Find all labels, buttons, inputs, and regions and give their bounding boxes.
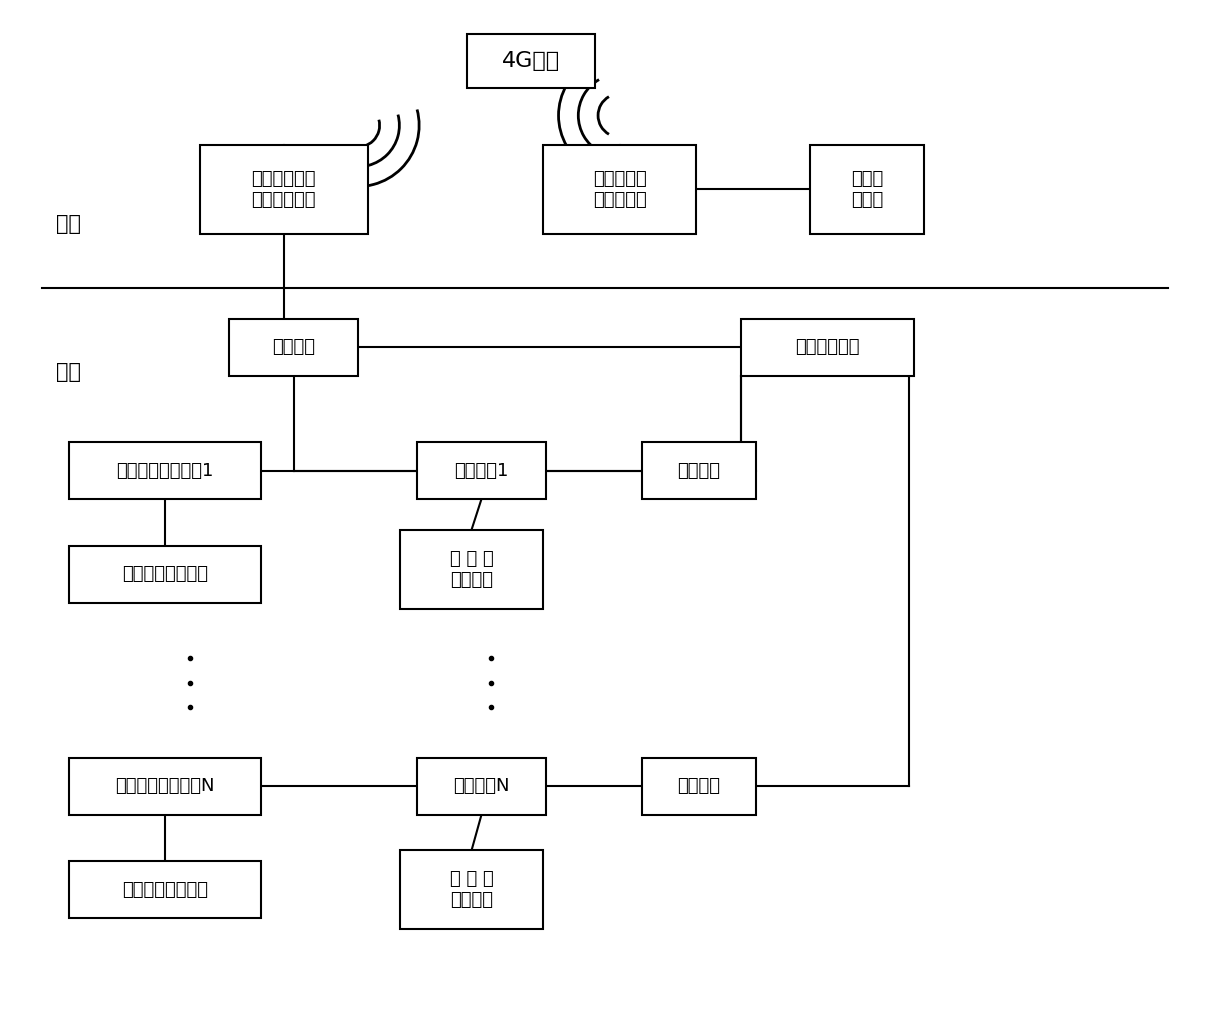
Text: 地面: 地面 bbox=[57, 214, 81, 234]
Text: 智能预
警系统: 智能预 警系统 bbox=[850, 170, 883, 209]
Text: 地下: 地下 bbox=[57, 362, 81, 382]
Text: 隔 爆 兼
本安电源: 隔 爆 兼 本安电源 bbox=[449, 870, 493, 909]
Bar bbox=[230, 318, 358, 376]
Text: 监测分站N: 监测分站N bbox=[453, 778, 510, 795]
Text: 通讯光纤: 通讯光纤 bbox=[678, 461, 720, 480]
Bar bbox=[69, 758, 261, 815]
Bar bbox=[400, 851, 544, 929]
Bar bbox=[417, 758, 546, 815]
Bar bbox=[69, 442, 261, 500]
Bar bbox=[69, 546, 261, 603]
Text: 监测分站1: 监测分站1 bbox=[454, 461, 509, 480]
Bar bbox=[417, 442, 546, 500]
Text: 工业环网: 工业环网 bbox=[272, 338, 315, 356]
Text: 数据实时处
理分析系统: 数据实时处 理分析系统 bbox=[593, 170, 646, 209]
Bar bbox=[69, 861, 261, 919]
Bar bbox=[811, 145, 924, 234]
Text: 多物理场传感系统1: 多物理场传感系统1 bbox=[116, 461, 214, 480]
Text: 4G网络: 4G网络 bbox=[501, 52, 561, 71]
Bar bbox=[544, 145, 697, 234]
Bar bbox=[643, 442, 756, 500]
Bar bbox=[400, 529, 544, 609]
Bar bbox=[741, 318, 914, 376]
Text: 多物理场数据
采集存储系统: 多物理场数据 采集存储系统 bbox=[251, 170, 316, 209]
Text: 钻孔缆线植入系统: 钻孔缆线植入系统 bbox=[122, 565, 208, 583]
Bar bbox=[466, 34, 596, 89]
Text: 钻孔缆线植入系统: 钻孔缆线植入系统 bbox=[122, 881, 208, 899]
Bar bbox=[199, 145, 367, 234]
Text: 多物理场传感系统N: 多物理场传感系统N bbox=[115, 778, 215, 795]
Bar bbox=[643, 758, 756, 815]
Text: 通讯光纤: 通讯光纤 bbox=[678, 778, 720, 795]
Text: 隔 爆 兼
本安电源: 隔 爆 兼 本安电源 bbox=[449, 550, 493, 589]
Text: 网络通讯总站: 网络通讯总站 bbox=[795, 338, 860, 356]
